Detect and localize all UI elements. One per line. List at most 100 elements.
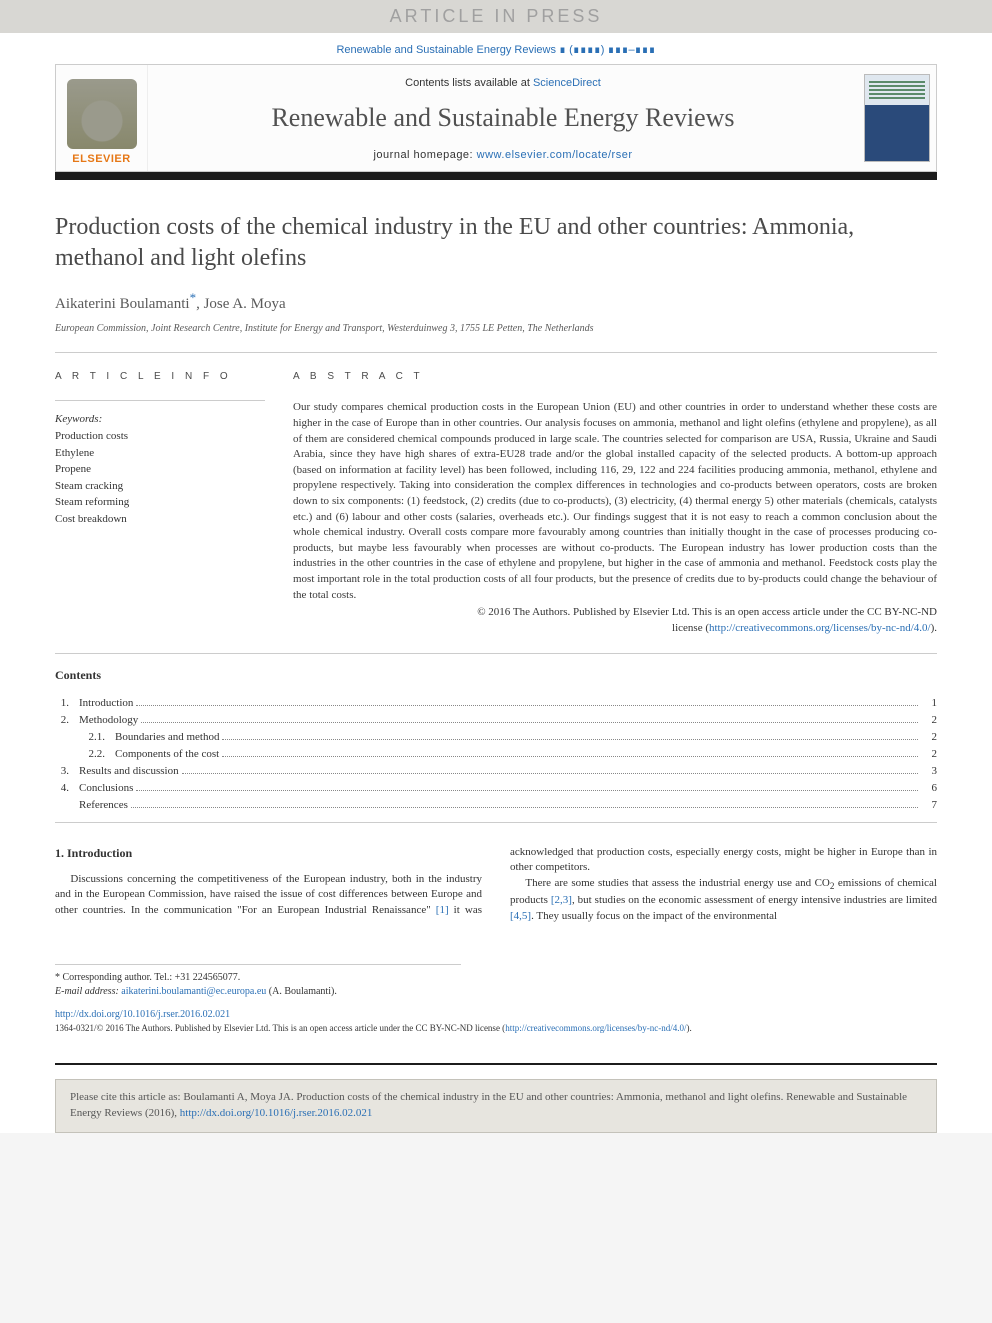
toc-page: 2 [921,729,937,746]
toc-page: 2 [921,746,937,763]
author-2: Jose A. Moya [204,296,286,312]
ref-link[interactable]: [1] [436,904,449,916]
elsevier-tree-icon [67,79,137,149]
contents-lists-line: Contents lists available at ScienceDirec… [158,77,848,89]
toc-dots [182,773,918,774]
cite-box: Please cite this article as: Boulamanti … [55,1079,937,1133]
license-suffix: ). [931,622,937,634]
issn-line: 1364-0321/© 2016 The Authors. Published … [55,1022,937,1035]
sciencedirect-link[interactable]: ScienceDirect [533,77,601,89]
doi-link[interactable]: http://dx.doi.org/10.1016/j.rser.2016.02… [55,1009,230,1020]
abstract-heading: A B S T R A C T [293,371,937,382]
abstract-text: Our study compares chemical production c… [293,400,937,603]
toc-row: 3. Results and discussion 3 [55,763,937,780]
toc-label: Methodology [79,712,138,729]
toc-label: Conclusions [79,780,133,797]
title-rule [55,172,937,180]
toc-label: Components of the cost [115,746,219,763]
author-1: Aikaterini Boulamanti [55,296,190,312]
email-link[interactable]: aikaterini.boulamanti@ec.europa.eu [121,986,266,997]
issn-text: 1364-0321/© 2016 The Authors. Published … [55,1023,505,1033]
copyright-line: © 2016 The Authors. Published by Elsevie… [293,605,937,636]
toc: 1. Introduction 1 2. Methodology 2 2.1. … [55,695,937,814]
article-in-press-banner: ARTICLE IN PRESS [0,0,992,33]
issn-license-link[interactable]: http://creativecommons.org/licenses/by-n… [505,1023,686,1033]
email-line: E-mail address: aikaterini.boulamanti@ec… [55,985,461,999]
contents-section: Contents 1. Introduction 1 2. Methodolog… [55,654,937,822]
toc-dots [222,756,918,757]
section-heading: 1. Introduction [55,845,482,862]
info-rule [55,400,265,401]
publisher-name: ELSEVIER [72,153,130,165]
license-link[interactable]: http://creativecommons.org/licenses/by-n… [709,622,931,634]
contents-title: Contents [55,668,937,683]
keywords-list: Production costs Ethylene Propene Steam … [55,428,265,527]
body-text: There are some studies that assess the i… [525,877,829,889]
keyword: Steam reforming [55,494,265,511]
info-abstract-row: A R T I C L E I N F O Keywords: Producti… [55,353,937,652]
homepage-prefix: journal homepage: [373,149,476,161]
keyword: Cost breakdown [55,511,265,528]
toc-page: 2 [921,712,937,729]
toc-row: 2. Methodology 2 [55,712,937,729]
toc-label: Boundaries and method [115,729,219,746]
copyright-text: © 2016 The Authors. Published by Elsevie… [477,606,937,618]
toc-dots [222,739,918,740]
body-paragraph: There are some studies that assess the i… [510,876,937,924]
footnotes: * Corresponding author. Tel.: +31 224565… [55,964,461,999]
article-info-heading: A R T I C L E I N F O [55,371,265,382]
body-text: Discussions concerning the competitivene… [55,873,482,916]
homepage-link[interactable]: www.elsevier.com/locate/rser [477,149,633,161]
toc-dots [131,807,918,808]
body-text: , but studies on the economic assessment… [572,894,937,906]
keyword: Production costs [55,428,265,445]
ref-link[interactable]: [4,5] [510,910,531,922]
toc-num: 2.1. [55,729,115,746]
journal-name: Renewable and Sustainable Energy Reviews [158,103,848,133]
doi-line: http://dx.doi.org/10.1016/j.rser.2016.02… [55,1009,937,1020]
cover-thumbnail-container [858,65,936,171]
body-text: . They usually focus on the impact of th… [531,910,777,922]
journal-cover-icon [864,74,930,162]
body-section: 1. Introduction Discussions concerning t… [55,823,937,925]
corresponding-author-note: * Corresponding author. Tel.: +31 224565… [55,971,461,985]
toc-num: 3. [55,763,79,780]
toc-row: 1. Introduction 1 [55,695,937,712]
toc-dots [136,705,918,706]
toc-num: 2.2. [55,746,115,763]
toc-dots [136,790,918,791]
toc-dots [141,722,918,723]
issn-text-suffix: ). [686,1023,691,1033]
keywords-label: Keywords: [55,413,265,425]
toc-page: 6 [921,780,937,797]
contents-prefix: Contents lists available at [405,77,533,89]
citation-placeholder: Renewable and Sustainable Energy Reviews… [0,33,992,64]
license-prefix: license ( [672,622,709,634]
toc-label: Introduction [79,695,133,712]
toc-num: 1. [55,695,79,712]
journal-header: ELSEVIER Contents lists available at Sci… [55,64,937,172]
keyword: Propene [55,461,265,478]
author-sep: , [196,296,204,312]
cite-doi-link[interactable]: http://dx.doi.org/10.1016/j.rser.2016.02… [180,1107,373,1119]
authors: Aikaterini Boulamanti*, Jose A. Moya [55,290,937,313]
toc-page: 7 [921,797,937,814]
abstract: A B S T R A C T Our study compares chemi… [293,371,937,636]
toc-page: 3 [921,763,937,780]
email-label: E-mail address: [55,986,121,997]
keyword: Ethylene [55,445,265,462]
keyword: Steam cracking [55,478,265,495]
article-info: A R T I C L E I N F O Keywords: Producti… [55,371,265,636]
affiliation: European Commission, Joint Research Cent… [55,323,937,334]
bottom-rule [55,1063,937,1065]
homepage-line: journal homepage: www.elsevier.com/locat… [158,149,848,161]
toc-row: References 7 [55,797,937,814]
toc-row: 2.1. Boundaries and method 2 [55,729,937,746]
page: ARTICLE IN PRESS Renewable and Sustainab… [0,0,992,1133]
header-center: Contents lists available at ScienceDirec… [148,65,858,171]
toc-label: Results and discussion [79,763,179,780]
toc-row: 2.2. Components of the cost 2 [55,746,937,763]
ref-link[interactable]: [2,3] [551,894,572,906]
toc-num: 2. [55,712,79,729]
email-suffix: (A. Boulamanti). [266,986,337,997]
